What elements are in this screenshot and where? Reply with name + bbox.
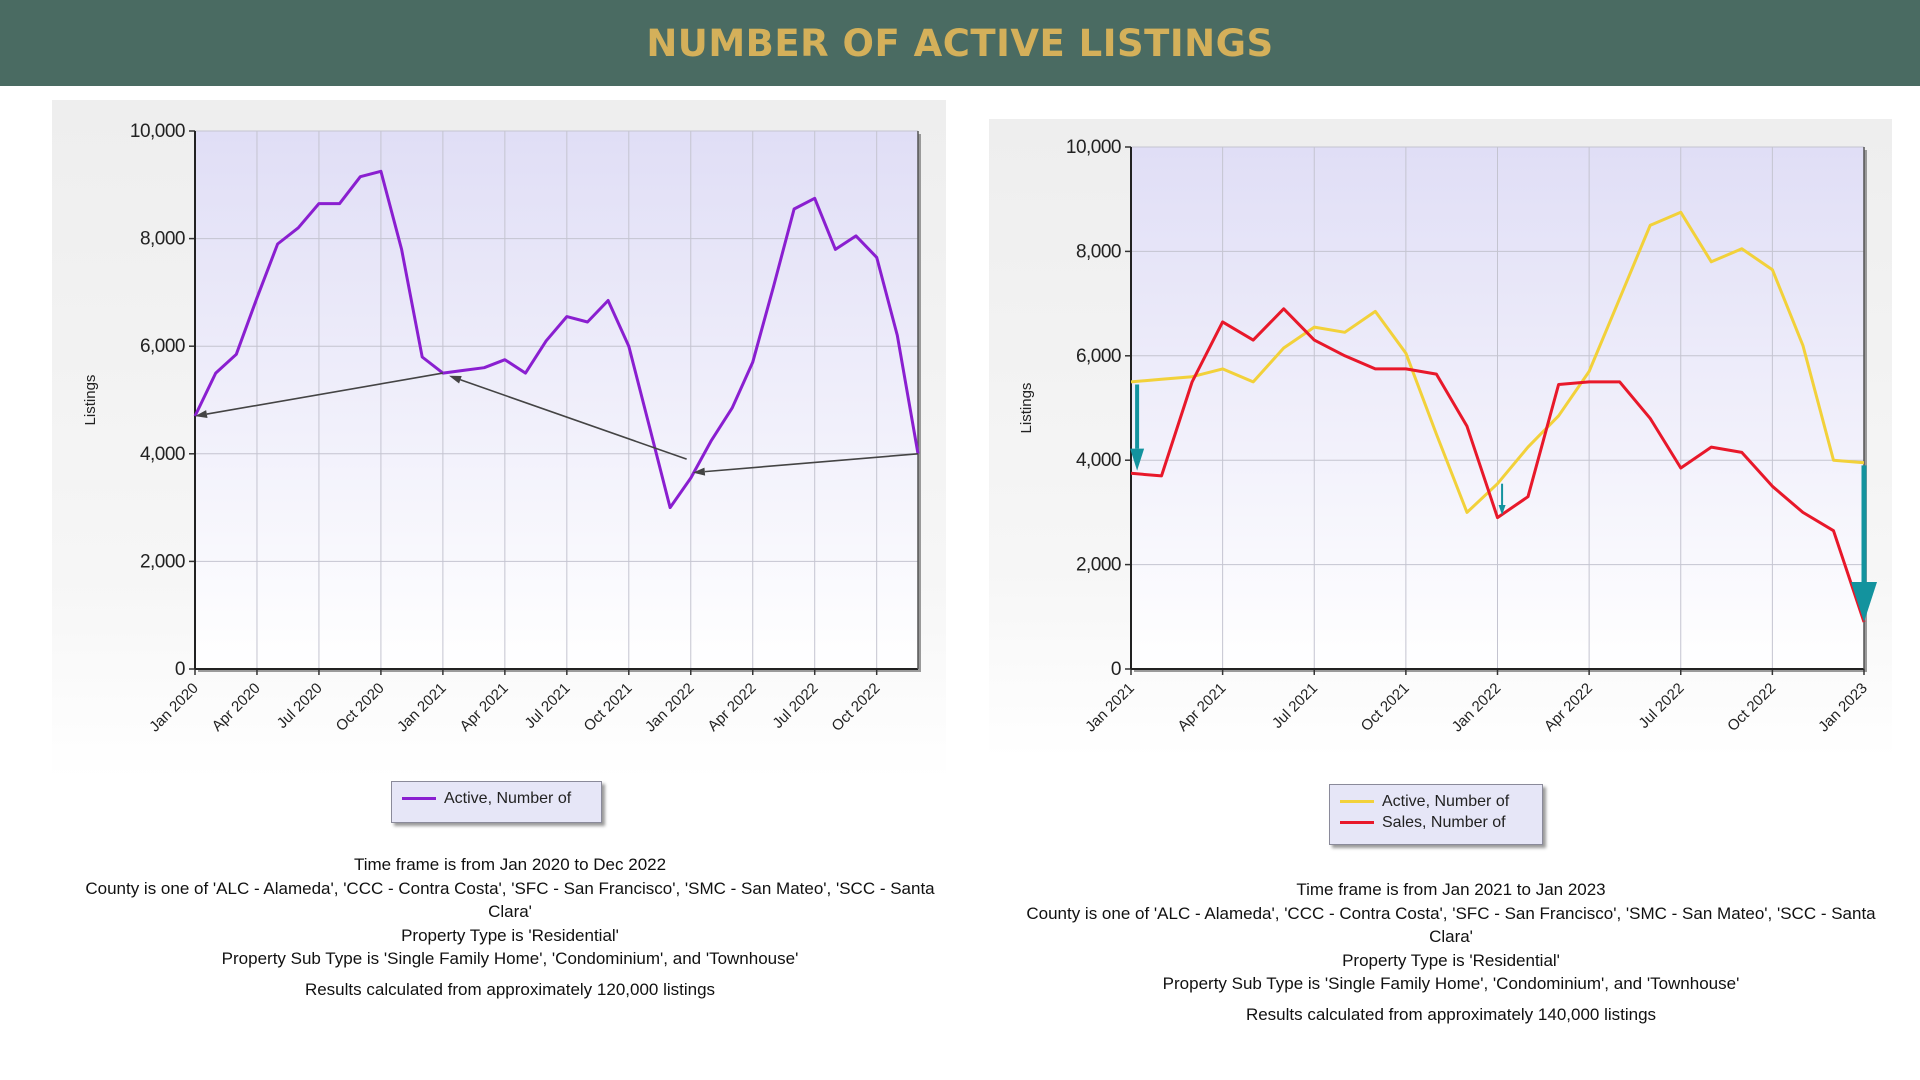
legend-item-active: Active, Number of: [402, 788, 591, 809]
x-tick-label: Jan 2021: [1082, 680, 1138, 736]
x-tick-label: Oct 2022: [1724, 680, 1779, 735]
right-active-vs-sales-chart: 0 2,000 4,000 6,000 8,000 10,000 Jan 2021 Apr 2…: [1018, 137, 1877, 736]
y-tick-label: 2,000: [1076, 555, 1121, 576]
x-tick-label: Oct 2020: [333, 680, 388, 735]
caption-timeframe: Time frame is from Jan 2021 to Jan 2023: [1296, 880, 1606, 899]
y-tick-label: 2,000: [140, 551, 185, 572]
legend-item-active: Active, Number of: [1340, 791, 1532, 812]
y-tick-label: 6,000: [140, 336, 185, 357]
caption-sub-type: Property Sub Type is 'Single Family Home…: [1162, 974, 1740, 993]
annotation-arrow-shaft: [704, 453, 919, 473]
annotation-arrow-head: [195, 410, 208, 419]
caption-property-type: Property Type is 'Residential': [401, 925, 619, 945]
x-tick-label: Apr 2022: [704, 680, 759, 735]
series-line-active: [1130, 210, 1865, 514]
legend-swatch-active: [1340, 800, 1374, 803]
x-tick-label: Jul 2022: [1635, 680, 1687, 732]
right-caption: Time frame is from Jan 2021 to Jan 2023 …: [1006, 878, 1896, 1026]
legend-swatch-sales: [1340, 821, 1374, 824]
x-tick-label: Oct 2022: [828, 680, 883, 735]
y-tick-label: 6,000: [1076, 346, 1121, 367]
y-axis-label: Listings: [82, 375, 99, 426]
x-tick-label: Jan 2020: [146, 680, 202, 736]
annotation-arrow-head: [1498, 505, 1506, 516]
x-tick-label: Jul 2021: [1269, 680, 1321, 732]
y-tick-label: 4,000: [140, 444, 185, 465]
y-tick-label: 10,000: [130, 121, 185, 142]
caption-sub-type: Property Sub Type is 'Single Family Home…: [221, 949, 799, 968]
x-tick-label: Apr 2021: [457, 680, 512, 735]
y-tick-label: 8,000: [1076, 241, 1121, 262]
series-line-active: [193, 169, 920, 510]
legend-label: Sales, Number of: [1382, 813, 1506, 831]
x-tick-label: Apr 2020: [209, 680, 264, 735]
caption-county: County is one of 'ALC - Alameda', 'CCC -…: [1026, 903, 1876, 947]
series-line-sales: [1130, 307, 1866, 623]
header-banner: NUMBER OF ACTIVE LISTINGS: [0, 0, 1920, 86]
caption-county: County is one of 'ALC - Alameda', 'CCC -…: [85, 878, 935, 922]
left-caption: Time frame is from Jan 2020 to Dec 2022 …: [70, 853, 950, 1001]
y-tick-label: 8,000: [140, 229, 185, 250]
y-axis-label: Listings: [1018, 383, 1035, 434]
x-tick-label: Jan 2023: [1815, 680, 1871, 736]
x-tick-label: Jan 2021: [394, 680, 450, 736]
annotation-arrow-head: [449, 375, 462, 384]
caption-timeframe: Time frame is from Jan 2020 to Dec 2022: [353, 855, 667, 874]
left-legend: Active, Number of: [391, 781, 602, 823]
page-title: NUMBER OF ACTIVE LISTINGS: [646, 21, 1274, 65]
annotation-arrow-head: [1851, 582, 1877, 623]
x-tick-label: Oct 2021: [581, 680, 636, 735]
caption-property-type: Property Type is 'Residential': [1342, 950, 1560, 970]
annotation-arrow-head: [1130, 448, 1145, 471]
legend-swatch-active: [402, 797, 436, 800]
x-tick-label: Apr 2021: [1174, 680, 1229, 735]
x-tick-label: Oct 2021: [1358, 680, 1413, 735]
caption-results: Results calculated from approximately 12…: [304, 979, 716, 999]
legend-item-sales: Sales, Number of: [1340, 812, 1532, 833]
caption-results: Results calculated from approximately 14…: [1245, 1004, 1657, 1024]
y-tick-label: 0: [1111, 659, 1121, 680]
y-tick-label: 4,000: [1076, 450, 1121, 471]
annotation-arrow-shaft: [460, 379, 687, 460]
x-tick-label: Jul 2022: [769, 680, 821, 732]
y-tick-label: 0: [175, 659, 185, 680]
legend-label: Active, Number of: [444, 789, 572, 807]
x-tick-label: Jan 2022: [642, 680, 698, 736]
right-legend: Active, Number of Sales, Number of: [1329, 784, 1543, 845]
annotation-arrow-shaft: [206, 372, 444, 415]
y-tick-label: 10,000: [1066, 137, 1121, 158]
plot-area: [195, 131, 918, 669]
x-tick-label: Jul 2021: [522, 680, 574, 732]
annotation-arrow-head: [692, 467, 706, 476]
x-tick-label: Jul 2020: [274, 680, 326, 732]
legend-label: Active, Number of: [1382, 792, 1510, 810]
x-tick-label: Apr 2022: [1541, 680, 1596, 735]
x-tick-label: Jan 2022: [1449, 680, 1505, 736]
